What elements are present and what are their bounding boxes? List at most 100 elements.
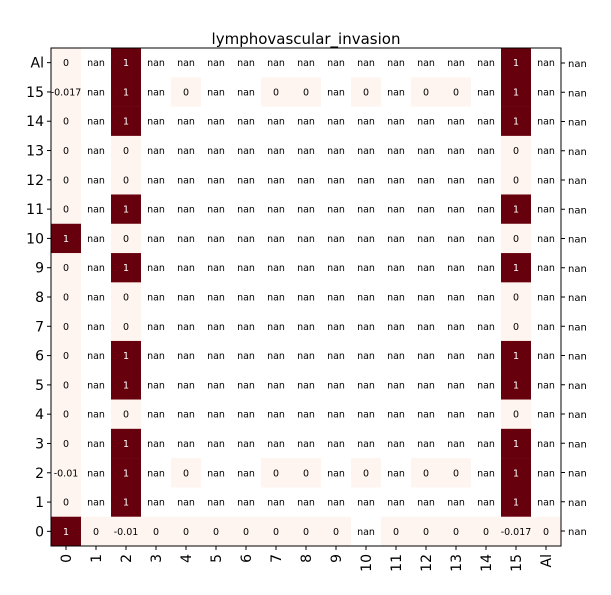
heatmap-cell [471, 399, 502, 430]
cell-annotation: 0 [273, 87, 279, 98]
heatmap-cell [531, 48, 562, 78]
heatmap-cell [141, 165, 172, 195]
heatmap-cell [171, 77, 202, 107]
heatmap-cell [501, 340, 532, 371]
cell-annotation: nan [477, 117, 495, 128]
cell-annotation: nan [87, 205, 105, 216]
heatmap-cell [201, 194, 232, 225]
heatmap-cell [231, 399, 262, 430]
x-tick-label: 9 [329, 554, 345, 563]
right-side-label: nan [568, 264, 587, 275]
heatmap-cell [531, 135, 562, 166]
right-side-label: nan [568, 527, 587, 538]
cell-annotation: nan [387, 498, 405, 509]
cell-annotation: 0 [63, 263, 69, 274]
x-tick-label: 7 [269, 554, 285, 563]
heatmap-cell [471, 135, 502, 166]
heatmap-cell [381, 428, 412, 459]
heatmap-cell [321, 340, 352, 371]
heatmap-cell [441, 340, 472, 371]
heatmap-cell [321, 165, 352, 195]
heatmap-cell [441, 165, 472, 195]
heatmap-cell [51, 135, 82, 166]
cell-annotation: 0 [423, 468, 429, 479]
cell-annotation: 0 [513, 146, 519, 157]
heatmap-cell [471, 194, 502, 225]
heatmap-cell [531, 77, 562, 107]
cell-annotation: nan [237, 58, 255, 69]
heatmap-cell [381, 194, 412, 225]
cell-annotation: nan [177, 380, 195, 391]
heatmap-cell [111, 370, 142, 400]
heatmap-cell [441, 370, 472, 400]
heatmap-cell [51, 253, 82, 283]
cell-annotation: nan [387, 263, 405, 274]
chart-title: lymphovascular_invasion [212, 30, 401, 49]
cell-annotation: 0 [183, 87, 189, 98]
heatmap-cell [141, 106, 172, 137]
heatmap-cell [111, 458, 142, 488]
cell-annotation: 0 [153, 527, 159, 538]
cell-annotation: nan [477, 468, 495, 479]
cell-annotation: nan [87, 87, 105, 98]
heatmap-cell [351, 135, 382, 166]
heatmap-cell [201, 282, 232, 312]
heatmap-cell [261, 48, 292, 78]
heatmap-cell [171, 399, 202, 430]
cell-annotation: nan [327, 498, 345, 509]
heatmap-cell [441, 223, 472, 254]
cell-annotation: nan [207, 351, 225, 362]
cell-annotation: 1 [123, 87, 129, 98]
cell-annotation: 1 [123, 263, 129, 274]
cell-annotation: nan [87, 146, 105, 157]
heatmap-cell [291, 77, 322, 107]
x-tick-label: 11 [389, 554, 405, 572]
heatmap-cell [501, 311, 532, 342]
heatmap-cell [291, 487, 322, 517]
heatmap-cell [501, 487, 532, 517]
right-side-label: nan [568, 322, 587, 333]
heatmap-cell [141, 282, 172, 312]
heatmap-cell [201, 106, 232, 137]
heatmap-cell [501, 458, 532, 488]
heatmap-cell [381, 370, 412, 400]
cell-annotation: nan [387, 146, 405, 157]
heatmap-cell [501, 223, 532, 254]
heatmap-cell [51, 194, 82, 225]
cell-annotation: nan [177, 58, 195, 69]
cell-annotation: nan [537, 293, 555, 304]
right-side-label: nan [568, 205, 587, 216]
cell-annotation: nan [297, 322, 315, 333]
heatmap-cell [381, 340, 412, 371]
cell-annotation: nan [327, 410, 345, 421]
cell-annotation: 0 [63, 146, 69, 157]
x-tick-label: 8 [299, 554, 315, 563]
right-side-label: nan [568, 352, 587, 363]
cell-annotation: nan [267, 205, 285, 216]
cell-annotation: nan [177, 351, 195, 362]
heatmap-cell [51, 223, 82, 254]
heatmap-cell [231, 282, 262, 312]
cell-annotation: 0 [273, 468, 279, 479]
heatmap-cell [351, 370, 382, 400]
heatmap-cell [291, 253, 322, 283]
heatmap-cell [441, 135, 472, 166]
heatmap-cell [201, 253, 232, 283]
heatmap-cell [501, 516, 532, 547]
cell-annotation: 1 [123, 380, 129, 391]
heatmap-cell [261, 399, 292, 430]
heatmap-cell [441, 106, 472, 137]
heatmap-cell [291, 282, 322, 312]
x-tick-labels: 0 1 2 3 4 5 6 7 8 9 10 11 12 13 14 15 Al [59, 546, 555, 572]
cell-annotation: nan [477, 175, 495, 186]
heatmap-cell [81, 487, 112, 517]
heatmap-cell [81, 253, 112, 283]
heatmap-cell [381, 223, 412, 254]
heatmap-cell [291, 194, 322, 225]
cell-annotation: nan [147, 498, 165, 509]
heatmap-cell [231, 311, 262, 342]
heatmap-cell [291, 48, 322, 78]
heatmap-cell [321, 282, 352, 312]
heatmap-cell [291, 106, 322, 137]
